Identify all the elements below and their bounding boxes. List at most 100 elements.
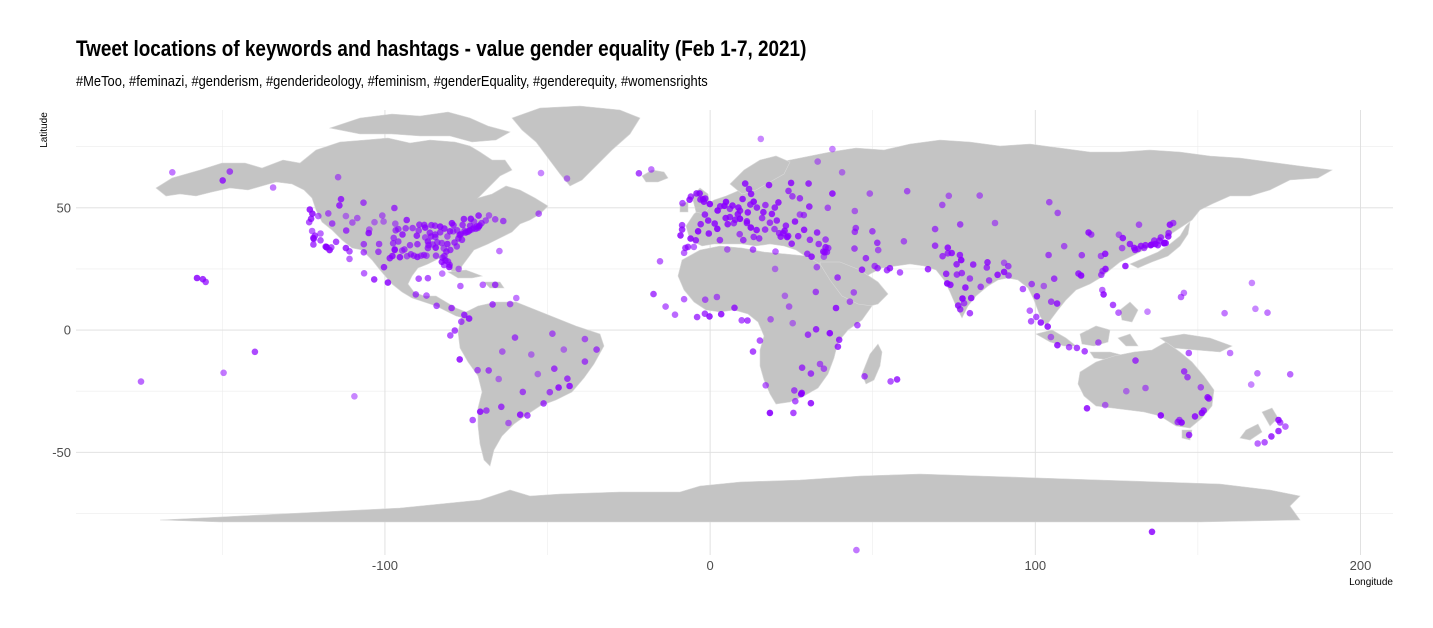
tweet-point <box>984 259 991 266</box>
land-antarctica <box>159 473 1301 523</box>
tweet-point <box>1148 528 1156 536</box>
tweet-point <box>380 218 387 225</box>
tweet-point <box>804 331 812 339</box>
tweet-point <box>765 181 773 189</box>
tweet-point <box>956 221 964 228</box>
tweet-point <box>482 217 490 224</box>
tweet-point <box>439 254 446 261</box>
land-arctic-islands <box>328 111 511 143</box>
tweet-point <box>957 256 965 264</box>
tweet-point <box>1073 344 1081 352</box>
tweet-point <box>945 192 953 200</box>
tweet-point <box>1047 298 1055 306</box>
tweet-point <box>534 370 542 378</box>
tweet-point <box>784 232 792 240</box>
tweet-point <box>1151 237 1158 244</box>
tweet-point <box>724 246 731 253</box>
tweet-point <box>834 343 842 351</box>
tweet-point <box>1261 439 1268 446</box>
land-japan <box>1129 221 1191 269</box>
tweet-point <box>1122 262 1129 270</box>
tweet-point <box>537 169 545 177</box>
tweet-point <box>317 237 324 244</box>
tweet-point <box>461 311 468 319</box>
tweet-point <box>704 217 712 224</box>
tweet-point <box>395 225 402 233</box>
tweet-point <box>549 330 556 338</box>
x-tick-label: -100 <box>372 558 398 573</box>
tweet-point <box>1054 209 1061 217</box>
tweet-point <box>966 309 974 317</box>
tweet-point <box>729 202 736 209</box>
tweet-point <box>775 199 782 206</box>
tweet-point <box>861 373 868 380</box>
y-axis-title: Latitude <box>39 112 50 148</box>
tweet-point <box>375 248 382 256</box>
tweet-point <box>410 252 418 259</box>
tweet-point <box>1254 440 1261 447</box>
tweet-point <box>458 318 465 326</box>
tweet-point <box>308 227 316 235</box>
tweet-point <box>323 244 331 251</box>
tweet-point <box>804 250 811 258</box>
world-map <box>155 105 1333 523</box>
tweet-point <box>813 229 821 236</box>
tweet-point <box>775 229 783 237</box>
tweet-point <box>650 290 657 298</box>
tweet-point <box>416 221 423 228</box>
tweet-point <box>1046 198 1053 206</box>
tweet-point <box>581 335 589 343</box>
tweet-point <box>1140 244 1148 252</box>
tweet-point <box>425 241 432 249</box>
tweet-point <box>1134 245 1142 253</box>
tweet-point <box>814 158 821 165</box>
tweet-point <box>656 258 664 265</box>
tweet-point <box>851 207 859 215</box>
tweet-point <box>1264 309 1271 317</box>
tweet-point <box>453 227 461 234</box>
tweet-point <box>455 265 463 273</box>
tweet-point <box>740 236 747 244</box>
tweet-point <box>726 213 734 221</box>
tweet-point <box>560 346 568 353</box>
tweet-point <box>706 200 714 208</box>
tweet-point <box>690 243 698 251</box>
tweet-point <box>432 252 440 259</box>
tweet-point <box>939 252 946 260</box>
tweet-point <box>476 408 484 416</box>
tweet-point <box>1135 221 1143 228</box>
tweet-point <box>966 275 974 282</box>
tweet-point <box>789 319 796 327</box>
chart-title: Tweet locations of keywords and hashtags… <box>76 36 807 61</box>
tweet-point <box>749 348 757 355</box>
tweet-point <box>498 403 505 411</box>
tweet-point <box>798 364 806 372</box>
tweet-point <box>1060 242 1068 250</box>
land-maritime-sea <box>1035 301 1233 361</box>
tweet-point <box>832 304 840 312</box>
tweet-point <box>524 412 531 419</box>
tweet-point <box>1174 418 1181 426</box>
tweet-point <box>399 231 406 238</box>
tweet-point <box>417 252 425 259</box>
tweet-point <box>800 211 808 219</box>
tweet-point <box>824 204 832 212</box>
tweet-point <box>736 230 743 238</box>
tweet-point <box>711 220 718 227</box>
tweet-point <box>749 246 757 253</box>
tweet-point <box>678 226 686 233</box>
tweet-point <box>390 234 398 242</box>
tweet-point <box>767 316 774 323</box>
tweet-point <box>581 358 589 365</box>
tweet-point <box>693 313 701 321</box>
tweet-point <box>947 281 954 289</box>
tweet-point <box>351 393 358 400</box>
tweet-point <box>788 240 795 247</box>
tweet-point <box>317 230 324 237</box>
tweet-point <box>395 238 402 245</box>
tweet-point <box>1115 231 1123 238</box>
tweet-point <box>415 275 423 283</box>
tweet-point <box>1268 433 1275 440</box>
tweet-point <box>1165 229 1172 237</box>
tweet-point <box>773 217 781 224</box>
